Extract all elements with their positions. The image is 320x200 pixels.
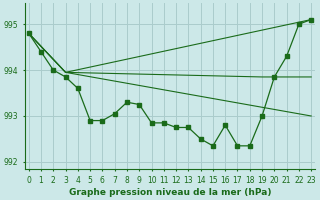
X-axis label: Graphe pression niveau de la mer (hPa): Graphe pression niveau de la mer (hPa) xyxy=(69,188,271,197)
